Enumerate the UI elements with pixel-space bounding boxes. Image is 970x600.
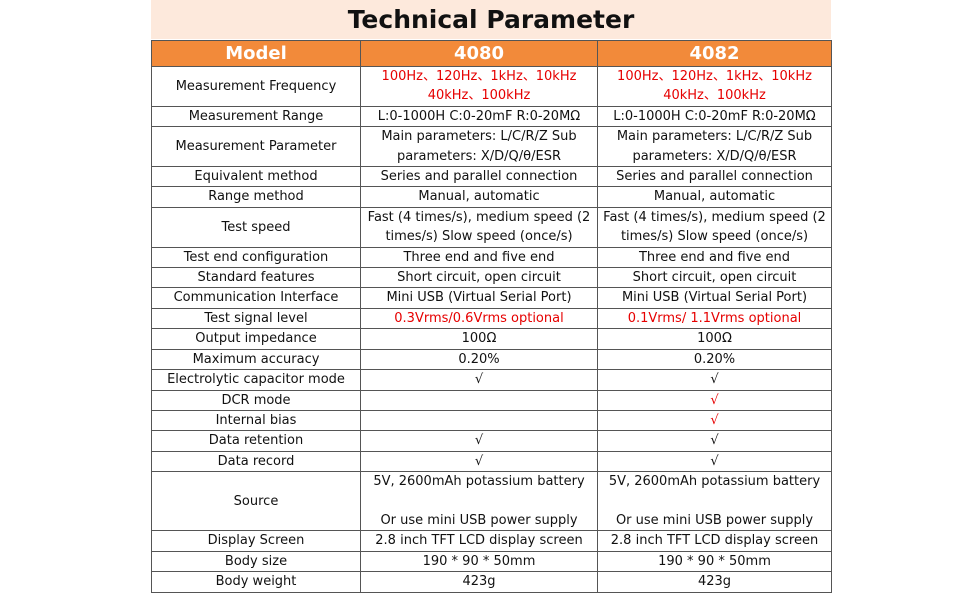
row-label: Body size [151, 550, 361, 573]
row-label: Test speed [151, 206, 361, 248]
table-row: DCR mode √ [151, 389, 832, 411]
row-label: DCR mode [151, 389, 361, 411]
header-row: Model 4080 4082 [151, 40, 832, 67]
value-cell: Main parameters: L/C/R/Z Sub parameters:… [360, 126, 598, 168]
table-row: Standard features Short circuit, open cir… [151, 267, 832, 289]
value-cell: 0.1Vrms/ 1.1Vrms optional [597, 307, 832, 330]
value-cell: Main parameters: L/C/R/Z Sub parameters:… [597, 126, 832, 168]
value-cell: 190 * 90 * 50mm [360, 550, 598, 573]
value-cell: Series and parallel connection [597, 166, 832, 188]
spec-table: Model 4080 4082 Measurement Frequency 100Hz… [151, 40, 832, 593]
table-row: Test signal level 0.3Vrms/0.6Vrms optiona… [151, 307, 832, 330]
title: Technical Parameter [151, 0, 831, 39]
row-label: Source [151, 471, 361, 532]
empty-cell [360, 409, 598, 432]
table-row: Range method Manual, automatic Manual, aut… [151, 186, 832, 208]
value-cell: 0.3Vrms/0.6Vrms optional [360, 307, 598, 330]
header-cell: 4082 [597, 40, 832, 67]
value-cell: 100Hz、120Hz、1kHz、10kHz 40kHz、100kHz [597, 66, 832, 107]
value-cell: √ [360, 430, 598, 452]
table-row: Body weight 423g 423g [151, 571, 832, 593]
value-cell: 100Ω [360, 328, 598, 350]
row-label: Measurement Range [151, 105, 361, 128]
value-cell: 423g [597, 571, 832, 593]
value-cell: Manual, automatic [360, 186, 598, 208]
table-row: Test end configuration Three end and five… [151, 246, 832, 269]
row-label: Output impedance [151, 328, 361, 350]
row-label: Display Screen [151, 530, 361, 552]
row-label: Communication Interface [151, 287, 361, 309]
value-cell: 5V, 2600mAh potassium battery Or use min… [360, 471, 598, 532]
table-row: Test speed Fast (4 times/s), medium speed… [151, 206, 832, 248]
value-cell: 100Hz、120Hz、1kHz、10kHz 40kHz、100kHz [360, 66, 598, 107]
table-row: Internal bias √ [151, 409, 832, 432]
empty-cell [360, 389, 598, 411]
table-row: Equivalent method Series and parallel con… [151, 166, 832, 188]
row-label: Range method [151, 186, 361, 208]
row-label: Measurement Parameter [151, 126, 361, 168]
value-cell: 2.8 inch TFT LCD display screen [597, 530, 832, 552]
table-row: Display Screen 2.8 inch TFT LCD display s… [151, 530, 832, 552]
value-cell: Fast (4 times/s), medium speed (2 times/… [360, 206, 598, 248]
value-cell: Short circuit, open circuit [360, 267, 598, 289]
value-cell: 100Ω [597, 328, 832, 350]
value-cell: 0.20% [597, 348, 832, 371]
value-cell: √ [597, 389, 832, 411]
value-cell: L:0-1000H C:0-20mF R:0-20MΩ [360, 105, 598, 128]
table-row: Source 5V, 2600mAh potassium battery Or u… [151, 471, 832, 532]
value-cell: Manual, automatic [597, 186, 832, 208]
row-label: Data retention [151, 430, 361, 452]
table-row: Measurement Range L:0-1000H C:0-20mF R:0-… [151, 105, 832, 128]
table-row: Maximum accuracy 0.20% 0.20% [151, 348, 832, 371]
value-cell: 190 * 90 * 50mm [597, 550, 832, 573]
value-cell: √ [360, 450, 598, 473]
value-cell: 5V, 2600mAh potassium battery Or use min… [597, 471, 832, 532]
value-cell: Mini USB (Virtual Serial Port) [360, 287, 598, 309]
row-label: Electrolytic capacitor mode [151, 369, 361, 391]
row-label: Data record [151, 450, 361, 473]
row-label: Body weight [151, 571, 361, 593]
value-cell: Series and parallel connection [360, 166, 598, 188]
value-cell: √ [360, 369, 598, 391]
table-row: Measurement Parameter Main parameters: L/… [151, 126, 832, 168]
value-cell: √ [597, 450, 832, 473]
value-cell: Fast (4 times/s), medium speed (2 times/… [597, 206, 832, 248]
table-row: Communication Interface Mini USB (Virtual… [151, 287, 832, 309]
header-cell: Model [151, 40, 361, 67]
table-row: Body size 190 * 90 * 50mm 190 * 90 * 50mm [151, 550, 832, 573]
table-row: Measurement Frequency 100Hz、120Hz、1kHz、10… [151, 66, 832, 107]
row-label: Standard features [151, 267, 361, 289]
value-cell: 423g [360, 571, 598, 593]
header-cell: 4080 [360, 40, 598, 67]
row-label: Test signal level [151, 307, 361, 330]
row-label: Equivalent method [151, 166, 361, 188]
value-cell: Three end and five end [360, 246, 598, 269]
row-label: Maximum accuracy [151, 348, 361, 371]
value-cell: 2.8 inch TFT LCD display screen [360, 530, 598, 552]
value-cell: Three end and five end [597, 246, 832, 269]
value-cell: Mini USB (Virtual Serial Port) [597, 287, 832, 309]
row-label: Internal bias [151, 409, 361, 432]
value-cell: √ [597, 409, 832, 432]
row-label: Test end configuration [151, 246, 361, 269]
table-body: Measurement Frequency 100Hz、120Hz、1kHz、10… [151, 66, 832, 593]
table-row: Electrolytic capacitor mode √ √ [151, 369, 832, 391]
table-row: Data record √ √ [151, 450, 832, 473]
row-label: Measurement Frequency [151, 66, 361, 107]
value-cell: L:0-1000H C:0-20mF R:0-20MΩ [597, 105, 832, 128]
value-cell: √ [597, 369, 832, 391]
table-row: Data retention √ √ [151, 430, 832, 452]
value-cell: Short circuit, open circuit [597, 267, 832, 289]
table-row: Output impedance 100Ω 100Ω [151, 328, 832, 350]
value-cell: 0.20% [360, 348, 598, 371]
value-cell: √ [597, 430, 832, 452]
